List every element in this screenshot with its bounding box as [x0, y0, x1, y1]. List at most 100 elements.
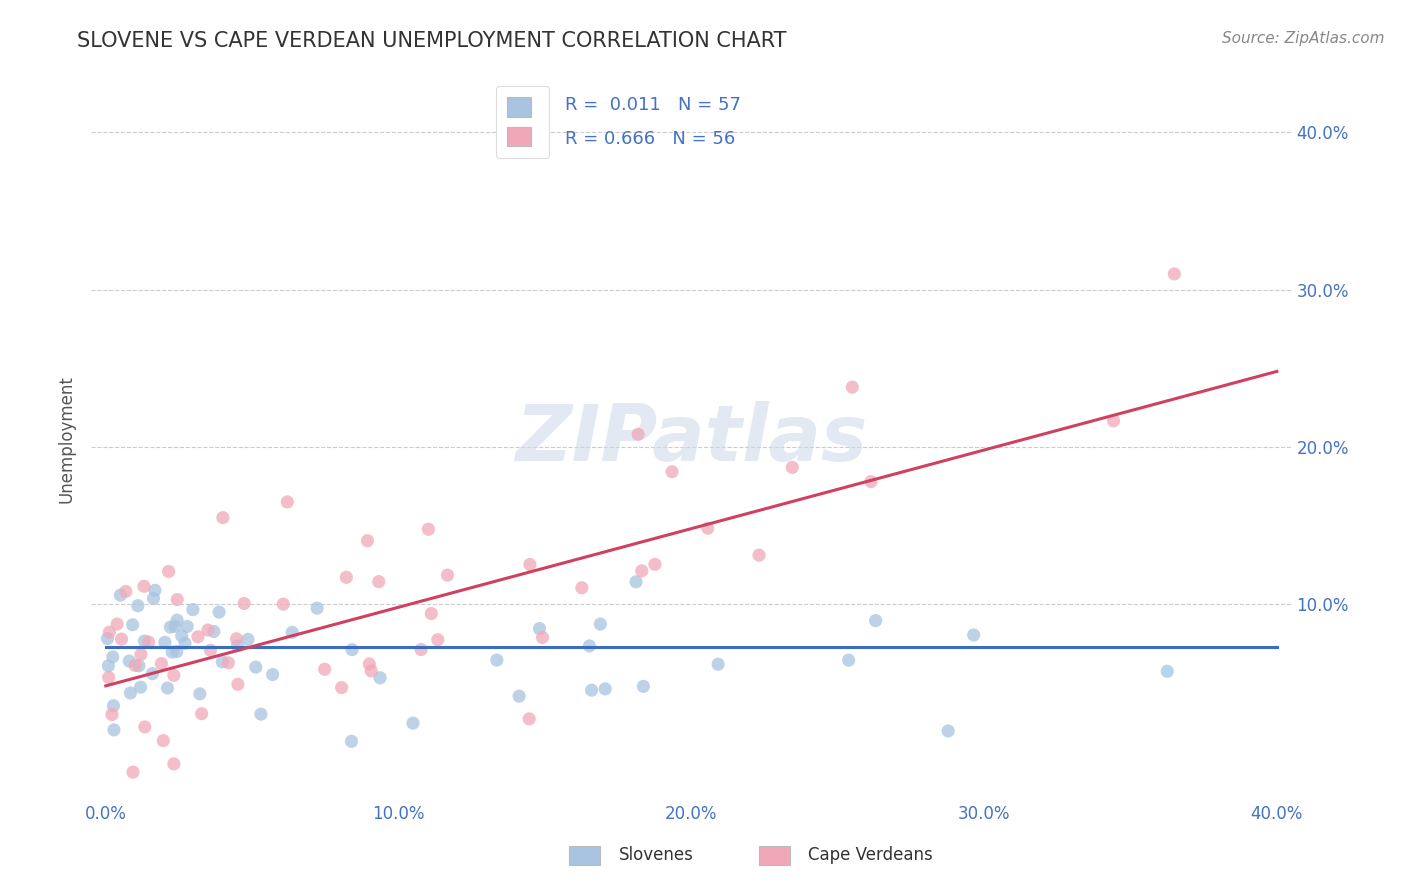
Point [340, 642, 363, 657]
Text: ZIPatlas: ZIPatlas [515, 401, 868, 477]
Point [163, 619, 186, 633]
Point [519, 558, 541, 572]
Point [159, 620, 181, 634]
Point [1156, 665, 1178, 679]
Point [250, 707, 273, 722]
Point [150, 657, 173, 671]
Point [841, 380, 863, 394]
Point [200, 643, 222, 657]
Point [134, 634, 156, 648]
Point [208, 605, 231, 619]
Point [696, 521, 718, 535]
Point [217, 656, 239, 670]
Point [157, 565, 180, 579]
Point [281, 625, 304, 640]
Point [153, 635, 176, 649]
Point [226, 639, 249, 653]
Point [314, 662, 336, 676]
Point [110, 588, 132, 602]
Point [409, 642, 432, 657]
Point [307, 601, 329, 615]
Point [517, 712, 540, 726]
Text: R =  0.011   N = 57: R = 0.011 N = 57 [565, 95, 741, 113]
Text: Slovenes: Slovenes [619, 846, 693, 863]
Point [782, 460, 804, 475]
Point [367, 574, 389, 589]
Point [129, 680, 152, 694]
Point [166, 644, 188, 658]
Y-axis label: Unemployment: Unemployment [58, 376, 75, 503]
Point [128, 658, 150, 673]
Point [225, 632, 247, 646]
Point [103, 723, 125, 737]
Point [163, 668, 186, 682]
Point [627, 427, 650, 442]
Text: Cape Verdeans: Cape Verdeans [808, 846, 934, 863]
Point [436, 568, 458, 582]
Point [276, 495, 298, 509]
Point [124, 658, 146, 673]
Point [141, 666, 163, 681]
Point [748, 548, 770, 562]
Text: Source: ZipAtlas.com: Source: ZipAtlas.com [1222, 31, 1385, 46]
Point [633, 680, 655, 694]
Point [152, 733, 174, 747]
Point [122, 765, 145, 780]
Point [508, 689, 530, 703]
Point [335, 570, 357, 584]
Point [271, 597, 294, 611]
Point [236, 632, 259, 647]
Point [110, 632, 132, 646]
Point [571, 581, 593, 595]
Point [143, 583, 166, 598]
Point [163, 756, 186, 771]
Point [174, 636, 197, 650]
Point [114, 584, 136, 599]
Point [197, 623, 219, 637]
Point [593, 681, 616, 696]
Point [859, 475, 882, 489]
Point [529, 622, 551, 636]
Point [838, 653, 860, 667]
Point [661, 465, 683, 479]
Point [212, 510, 235, 524]
Point [359, 657, 381, 671]
Point [142, 591, 165, 606]
Point [162, 645, 184, 659]
Point [581, 683, 603, 698]
Point [578, 639, 600, 653]
Point [589, 617, 612, 632]
Point [262, 667, 284, 681]
Point [176, 619, 198, 633]
Point [96, 632, 118, 646]
Point [356, 533, 378, 548]
Point [188, 687, 211, 701]
Point [963, 628, 986, 642]
Point [368, 671, 391, 685]
Point [132, 579, 155, 593]
Point [418, 522, 440, 536]
Point [426, 632, 449, 647]
Point [211, 655, 233, 669]
Point [166, 592, 188, 607]
Point [485, 653, 508, 667]
Point [865, 614, 887, 628]
Point [118, 654, 141, 668]
Point [190, 706, 212, 721]
Point [330, 681, 353, 695]
Point [624, 574, 647, 589]
Point [1163, 267, 1185, 281]
Point [97, 670, 120, 684]
Legend: , : , [495, 86, 548, 158]
Point [936, 723, 959, 738]
Point [103, 698, 125, 713]
Point [644, 558, 666, 572]
Text: SLOVENE VS CAPE VERDEAN UNEMPLOYMENT CORRELATION CHART: SLOVENE VS CAPE VERDEAN UNEMPLOYMENT COR… [77, 31, 787, 51]
Point [630, 564, 652, 578]
Point [181, 602, 204, 616]
Text: R = 0.666   N = 56: R = 0.666 N = 56 [565, 129, 735, 147]
Point [420, 607, 443, 621]
Point [101, 650, 124, 665]
Point [187, 630, 209, 644]
Point [129, 648, 152, 662]
